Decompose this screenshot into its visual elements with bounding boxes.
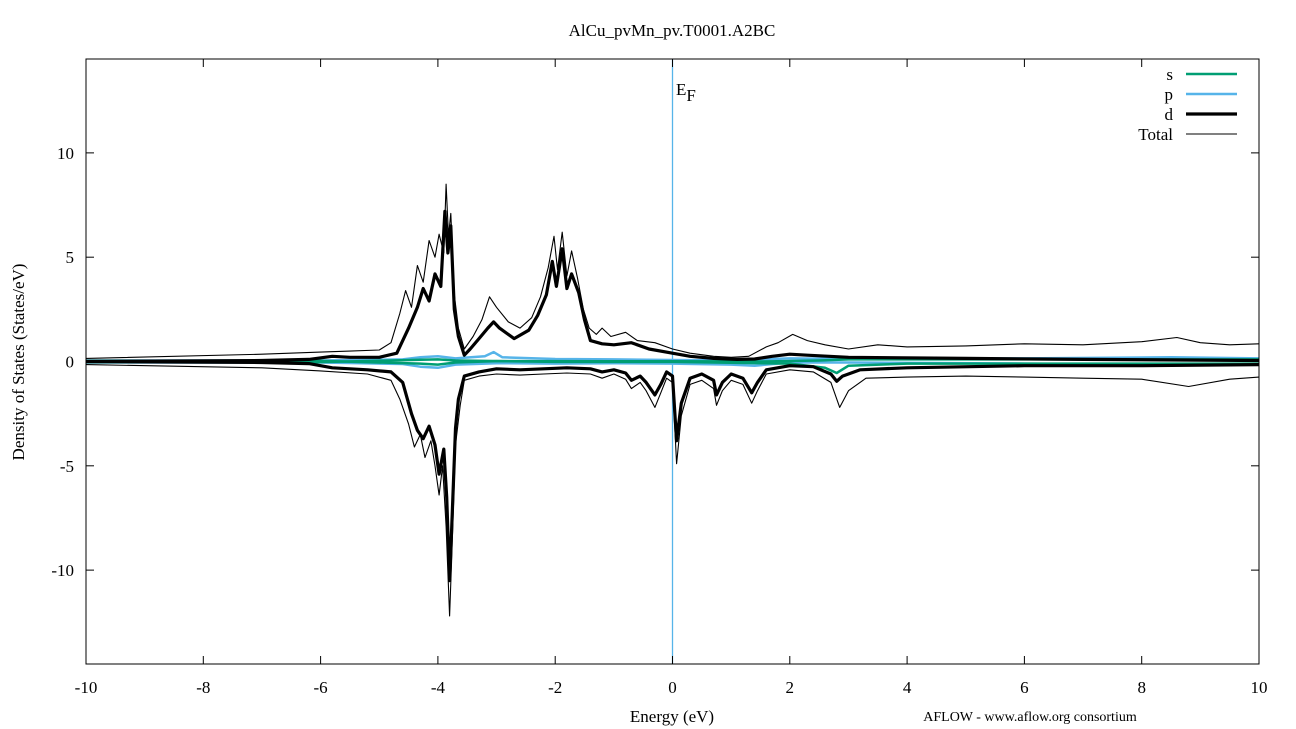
x-tick-label: -10: [75, 678, 98, 697]
x-tick-label: 6: [1020, 678, 1029, 697]
axes: -10 -8 -6 -4 -2 0 2 4 6 8 10 -10 -5 0 5 10: [51, 59, 1268, 697]
y-tick-label: -10: [51, 561, 74, 580]
series-total-down-line: [85, 364, 1260, 617]
x-tick-label: -8: [196, 678, 210, 697]
y-tick-label: 0: [66, 353, 75, 372]
y-tick-label: -5: [60, 457, 74, 476]
fermi-label-sub: F: [686, 86, 695, 105]
fermi-label-main: E: [676, 80, 686, 99]
x-axis-label: Energy (eV): [630, 707, 714, 726]
legend-label-p: p: [1165, 85, 1174, 104]
series-d-down-line: [85, 359, 1260, 583]
series-s-down-line: [86, 358, 1259, 375]
x-tick-label: -6: [314, 678, 328, 697]
x-tick-label: -4: [431, 678, 446, 697]
series-d-up-line: [85, 209, 1260, 364]
fermi-level-label: EF: [676, 80, 696, 105]
x-tick-label: 4: [903, 678, 912, 697]
y-tick-label: 10: [57, 144, 74, 163]
legend-label-s: s: [1166, 65, 1173, 84]
credit-text: AFLOW - www.aflow.org consortium: [923, 710, 1137, 725]
legend-label-d: d: [1165, 105, 1174, 124]
y-tick-label: 5: [66, 248, 75, 267]
x-tick-label: 8: [1137, 678, 1146, 697]
x-tick-label: 0: [668, 678, 677, 697]
x-tick-label: -2: [548, 678, 562, 697]
series-total-up-line: [85, 183, 1260, 359]
x-tick-label: 2: [786, 678, 795, 697]
y-axis-label: Density of States (States/eV): [9, 264, 28, 461]
legend-label-total: Total: [1138, 125, 1173, 144]
plot-area: [85, 59, 1260, 664]
chart-title: AlCu_pvMn_pv.T0001.A2BC: [569, 21, 776, 40]
x-tick-label: 10: [1251, 678, 1268, 697]
